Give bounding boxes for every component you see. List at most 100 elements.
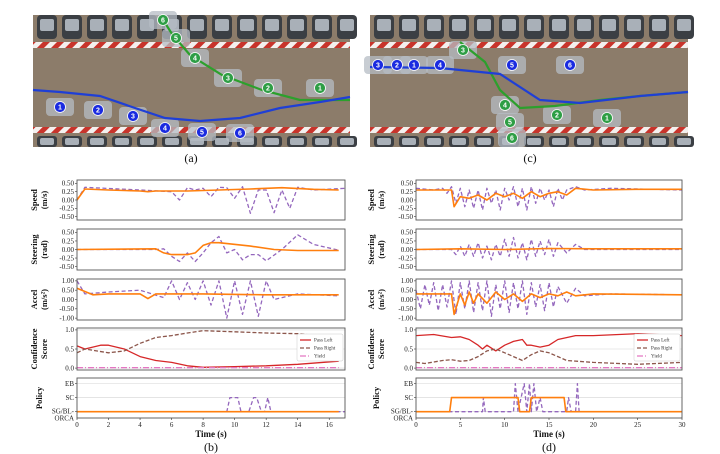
parked-car-roof [315, 19, 329, 31]
y-tick-label: 0.25 [401, 188, 414, 196]
series-planned [77, 396, 345, 413]
series-actual [76, 241, 339, 256]
y-axis-label: Policy [371, 386, 381, 409]
parked-car-roof [65, 138, 79, 145]
caption-c: (c) [523, 151, 536, 165]
parked-car-roof [265, 138, 279, 145]
axes-frame [76, 327, 346, 371]
y-tick-label: 0.5 [404, 345, 413, 353]
y-tick-label: SC [404, 394, 413, 402]
green-marker-label: 3 [226, 76, 230, 83]
series-planned [416, 236, 682, 261]
parked-car-roof [552, 19, 566, 31]
series-pass_left [415, 333, 683, 352]
parked-car-roof [452, 19, 466, 31]
blue-marker-label: 4 [438, 63, 442, 70]
subplot-d-steering: 0.500.250.00-0.25-0.50 Steering (rad) [366, 228, 683, 271]
y-axis-label: Score [376, 339, 386, 359]
y-tick-label: 1.00 [401, 277, 414, 285]
green-marker-label: 1 [605, 116, 609, 123]
green-marker [499, 99, 511, 111]
x-tick-label: 15 [546, 421, 554, 429]
y-tick-label: 0.25 [401, 237, 414, 245]
parked-car-roof [527, 138, 541, 145]
y-tick-label: 0.0 [65, 364, 74, 372]
axes-frame [415, 278, 683, 321]
barrier-top [33, 42, 350, 48]
y-tick-label: 0.25 [62, 237, 75, 245]
parked-car-roof [427, 138, 441, 145]
series-actual [415, 247, 682, 251]
y-axis-label: Steering [29, 234, 39, 265]
y-tick-label: -0.50 [398, 213, 413, 221]
legend-label: Pass Right [314, 347, 336, 352]
blue-marker-label: 2 [395, 63, 399, 70]
parked-car-roof [290, 138, 304, 145]
x-tick-label: 10 [501, 421, 509, 429]
caption-d: (d) [542, 440, 556, 454]
x-tick-label: 14 [294, 421, 302, 429]
y-tick-label: 0.50 [62, 286, 75, 294]
caption-b: (b) [204, 440, 218, 454]
parked-car-roof [627, 138, 641, 145]
green-marker [314, 82, 326, 94]
parked-car-roof [652, 19, 666, 31]
parked-car-roof [115, 19, 129, 31]
parked-car-roof [40, 19, 54, 31]
y-tick-label: -0.25 [59, 254, 74, 262]
y-tick-label: 0.00 [401, 246, 414, 254]
series-planned [76, 186, 346, 214]
y-tick-label: SG/BL- [391, 407, 414, 415]
subplot-d-accel: 1.000.50 0.00-0.50-1.00 Accel (m/s²) [366, 277, 683, 322]
y-axis-label: (m/s) [376, 191, 386, 210]
axes-frame [415, 228, 683, 271]
axes-frame [415, 179, 683, 221]
y-tick-label: 0.00 [62, 296, 75, 304]
legend-label: Yield [651, 355, 662, 360]
parked-car-roof [652, 138, 666, 145]
blue-marker-label: 6 [238, 131, 242, 138]
legend-box [296, 333, 344, 362]
x-tick-label: 2 [107, 421, 111, 429]
axes-frame [76, 377, 346, 419]
green-marker-label: 5 [508, 120, 512, 127]
legend-label: Pass Left [651, 339, 670, 344]
subplot-d-confidence: 1.0 0.5 0.0 Confidence Score Pass Left Pass Ri… [366, 326, 683, 372]
x-tick-label: 12 [263, 421, 271, 429]
barrier-bottom [370, 127, 688, 133]
y-tick-label: 0.00 [401, 196, 414, 204]
parked-car-roof [552, 138, 566, 145]
green-marker-label: 1 [318, 86, 322, 93]
parked-car-roof [502, 19, 516, 31]
blue-marker-label: 5 [510, 63, 514, 70]
parked-car-roof [452, 138, 466, 145]
parked-car-roof [90, 138, 104, 145]
subplot-b-steering: 0.500.250.00-0.25-0.50 Steering (rad) [29, 228, 346, 271]
blue-marker-label: 2 [96, 108, 100, 115]
green-marker-label: 4 [503, 103, 507, 110]
parked-car-roof [577, 138, 591, 145]
parked-car-roof [140, 138, 154, 145]
parked-car-roof [40, 138, 54, 145]
legend-label: Pass Left [314, 339, 333, 344]
parked-car-roof [477, 138, 491, 145]
parked-car-roof [65, 19, 79, 31]
y-tick-label: EB [404, 380, 413, 388]
green-marker [457, 44, 469, 56]
series-planned [77, 234, 339, 263]
y-axis-label: (m/s) [39, 191, 49, 210]
green-marker-label: 5 [174, 36, 178, 43]
parked-car-roof [315, 138, 329, 145]
subplot-b-policy: EB SC SG/BL-ORCA Policy 0 2 4 6 8 10 12 14 16 Time (s… [34, 377, 346, 439]
parked-car-roof [240, 19, 254, 31]
photo-scenario-c: 1 2 3 4 5 6 1 2 3 4 5 6 [364, 15, 694, 147]
y-tick-label: 0.50 [401, 229, 414, 237]
y-tick-label: -1.00 [398, 314, 413, 322]
y-axis-label: (rad) [39, 240, 49, 259]
axes-frame [76, 228, 346, 271]
axes-frame [415, 327, 683, 371]
x-tick-label: 6 [170, 421, 174, 429]
y-axis-label: Score [39, 339, 49, 359]
legend: Pass Left Pass Right Yield [633, 333, 681, 362]
